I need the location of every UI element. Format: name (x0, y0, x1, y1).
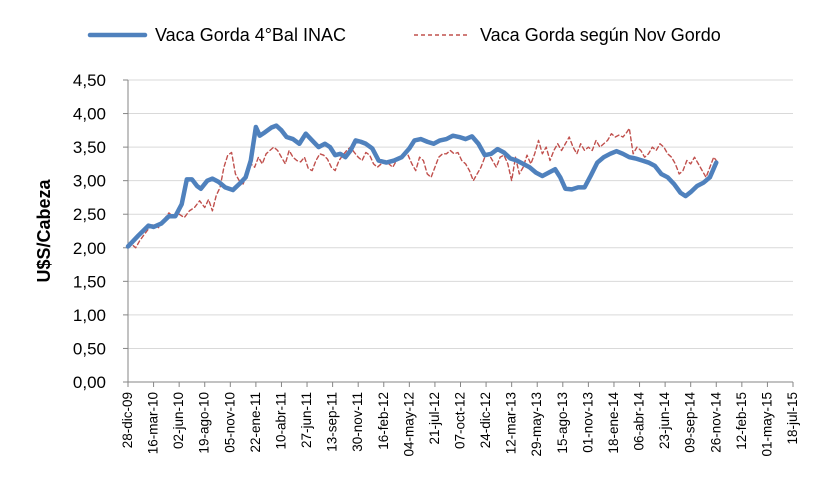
x-tick-label: 12-mar-13 (504, 392, 519, 454)
x-tick-label: 18-jul-15 (785, 392, 800, 445)
y-tick-label: 0,00 (73, 373, 106, 392)
x-tick-label: 27-jun-11 (299, 392, 314, 448)
y-tick-label: 4,00 (73, 105, 106, 124)
y-axis-title: U$S/Cabeza (34, 178, 54, 282)
x-tick-label: 26-nov-14 (708, 392, 723, 453)
x-tick-label: 16-mar-10 (146, 392, 161, 454)
y-tick-label: 1,50 (73, 272, 106, 291)
series-line-2 (127, 127, 717, 249)
y-tick-label: 3,00 (73, 172, 106, 191)
series-layer (125, 123, 719, 249)
x-tick-label: 19-ago-10 (197, 392, 212, 454)
x-tick-label: 01-nov-13 (580, 392, 595, 453)
x-tick-label: 22-ene-11 (248, 392, 263, 453)
x-tick-label: 30-nov-11 (350, 392, 365, 452)
y-tick-label: 3,50 (73, 138, 106, 157)
x-tick-label: 23-jun-14 (657, 392, 672, 450)
x-tick-label: 16-feb-12 (376, 392, 391, 450)
x-tick-label: 04-may-12 (401, 392, 416, 457)
legend-label-series-1: Vaca Gorda 4°Bal INAC (155, 25, 346, 45)
x-tick-label: 15-ago-13 (555, 392, 570, 454)
y-tick-label: 2,50 (73, 205, 106, 224)
x-tick-label: 09-sep-14 (683, 392, 698, 453)
x-tick-label: 12-feb-15 (734, 392, 749, 450)
x-tick-label: 29-may-13 (529, 392, 544, 457)
x-tick-label: 07-oct-12 (453, 392, 468, 449)
x-tick-label: 01-may-15 (759, 392, 774, 457)
x-axis-ticks: 28-dic-09 16-mar-10 02-jun-10 19-ago-10 05-n… (120, 382, 800, 457)
x-tick-label: 06-abr-14 (632, 392, 647, 451)
gridlines (128, 79, 793, 349)
x-tick-label: 10-abr-11 (273, 392, 288, 450)
x-tick-label: 18-ene-14 (606, 392, 621, 454)
y-tick-label: 0,50 (73, 339, 106, 358)
x-tick-label: 02-jun-10 (171, 392, 186, 449)
x-tick-label: 24-dic-12 (478, 392, 493, 448)
x-tick-label: 13-sep-11 (325, 392, 340, 452)
legend: Vaca Gorda 4°Bal INAC Vaca Gorda según N… (87, 25, 721, 45)
axes (127, 80, 793, 383)
y-tick-label: 2,00 (73, 239, 106, 258)
x-tick-label: 28-dic-09 (120, 392, 135, 448)
series-line-1 (125, 123, 719, 249)
y-tick-label: 1,00 (73, 306, 106, 325)
legend-label-series-2: Vaca Gorda según Nov Gordo (480, 25, 721, 45)
x-tick-label: 05-nov-10 (222, 392, 237, 453)
y-tick-label: 4,50 (73, 71, 106, 90)
y-axis-ticks: 0,00 0,50 1,00 1,50 2,00 2,50 3,00 3,50 4,00 4,50 (73, 71, 128, 392)
x-tick-label: 21-jul-12 (427, 392, 442, 445)
